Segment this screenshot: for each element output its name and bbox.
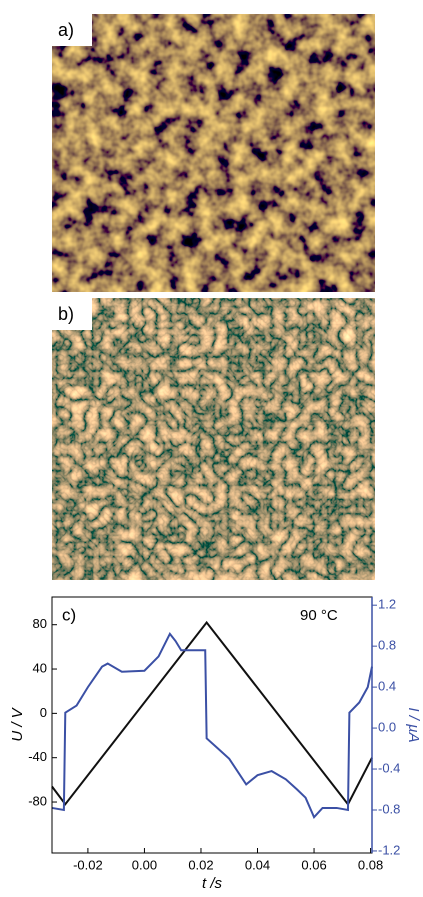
x-tick-label: 0.00 bbox=[132, 857, 157, 872]
y2-tick-label: 0.4 bbox=[378, 679, 396, 694]
y2-axis-label: I / µA bbox=[405, 707, 422, 742]
micrograph-a-texture bbox=[52, 14, 375, 292]
y-axis-label: U / V bbox=[9, 706, 26, 741]
x-tick-label: 0.04 bbox=[245, 857, 270, 872]
y2-tick-label: 0.8 bbox=[378, 638, 396, 653]
label-box bbox=[52, 14, 92, 46]
label-box bbox=[52, 298, 92, 330]
y-tick-label: 0 bbox=[40, 705, 47, 720]
y2-tick-label: 1.2 bbox=[378, 597, 396, 612]
x-tick-label: -0.02 bbox=[73, 857, 103, 872]
y2-tick-label: -0.8 bbox=[378, 801, 400, 816]
series-line bbox=[51, 632, 373, 819]
y-tick-label: 80 bbox=[33, 616, 47, 631]
chart: c) 90 °C t /s U / V I / µA bbox=[9, 605, 422, 891]
y2-tick-label: -1.2 bbox=[378, 842, 400, 857]
y-tick-label: 40 bbox=[33, 660, 47, 675]
y2-tick-label: 0.0 bbox=[378, 720, 396, 735]
y2-tick-label: -0.4 bbox=[378, 760, 400, 775]
panel-label: b) bbox=[58, 304, 74, 324]
micrograph-b-texture bbox=[52, 298, 375, 580]
x-tick-label: 0.02 bbox=[188, 857, 213, 872]
y-tick-label: -40 bbox=[28, 749, 47, 764]
y-tick-label: -80 bbox=[28, 793, 47, 808]
plot-frame bbox=[51, 596, 373, 854]
x-tick-label: 0.06 bbox=[301, 857, 326, 872]
x-tick-label: 0.08 bbox=[358, 857, 383, 872]
series-line bbox=[51, 620, 373, 807]
x-axis-label: t /s bbox=[202, 875, 223, 892]
annotation: 90 °C bbox=[300, 607, 338, 624]
panel-label: a) bbox=[58, 20, 74, 40]
panel-label: c) bbox=[62, 605, 76, 624]
